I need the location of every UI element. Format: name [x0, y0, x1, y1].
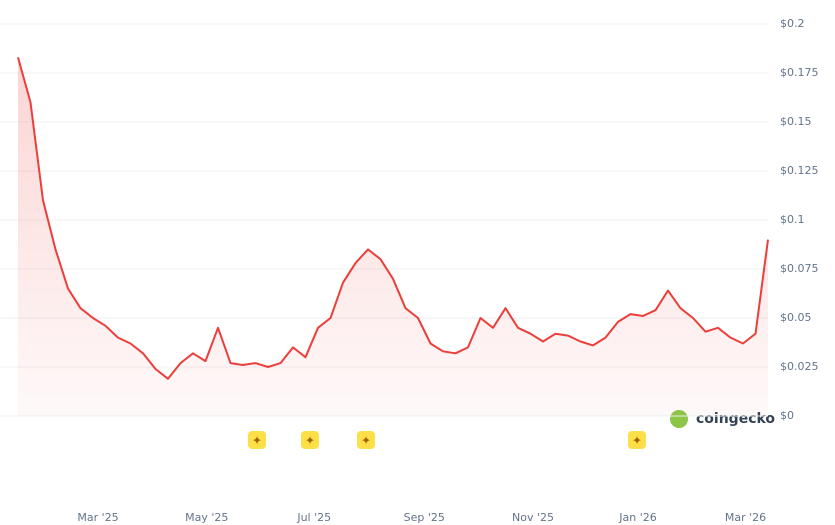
x-tick-label: Sep '25 — [404, 511, 445, 524]
x-tick-label: Mar '26 — [725, 511, 766, 524]
x-tick-label: May '25 — [185, 511, 228, 524]
price-line — [17, 57, 769, 380]
x-tick-label: Nov '25 — [512, 511, 554, 524]
svg-text:✦: ✦ — [632, 434, 642, 448]
svg-text:✦: ✦ — [305, 434, 315, 448]
y-tick-label: $0.125 — [780, 164, 819, 177]
event-markers[interactable]: ✦ ✦ ✦ ✦ — [248, 431, 646, 449]
y-tick-label: $0 — [780, 409, 794, 422]
x-tick-label: Jul '25 — [296, 511, 331, 524]
y-tick-label: $0.15 — [780, 115, 812, 128]
y-tick-label: $0.025 — [780, 360, 819, 373]
svg-text:✦: ✦ — [361, 434, 371, 448]
y-tick-label: $0.2 — [780, 17, 805, 30]
svg-text:✦: ✦ — [252, 434, 262, 448]
y-tick-label: $0.1 — [780, 213, 805, 226]
y-tick-label: $0.075 — [780, 262, 819, 275]
y-tick-label: $0.175 — [780, 66, 819, 79]
y-tick-label: $0.05 — [780, 311, 812, 324]
area — [18, 57, 768, 417]
x-tick-label: Mar '25 — [77, 511, 118, 524]
x-tick-label: Jan '26 — [618, 511, 656, 524]
